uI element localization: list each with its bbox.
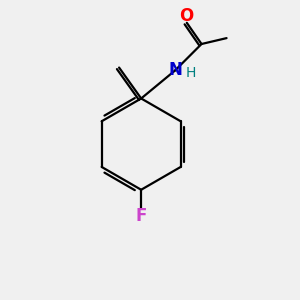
- Text: N: N: [168, 61, 182, 80]
- Text: F: F: [136, 207, 147, 225]
- Text: H: H: [186, 66, 196, 80]
- Text: O: O: [179, 7, 193, 25]
